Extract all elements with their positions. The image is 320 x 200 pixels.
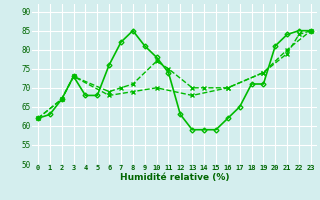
X-axis label: Humidité relative (%): Humidité relative (%) bbox=[120, 173, 229, 182]
